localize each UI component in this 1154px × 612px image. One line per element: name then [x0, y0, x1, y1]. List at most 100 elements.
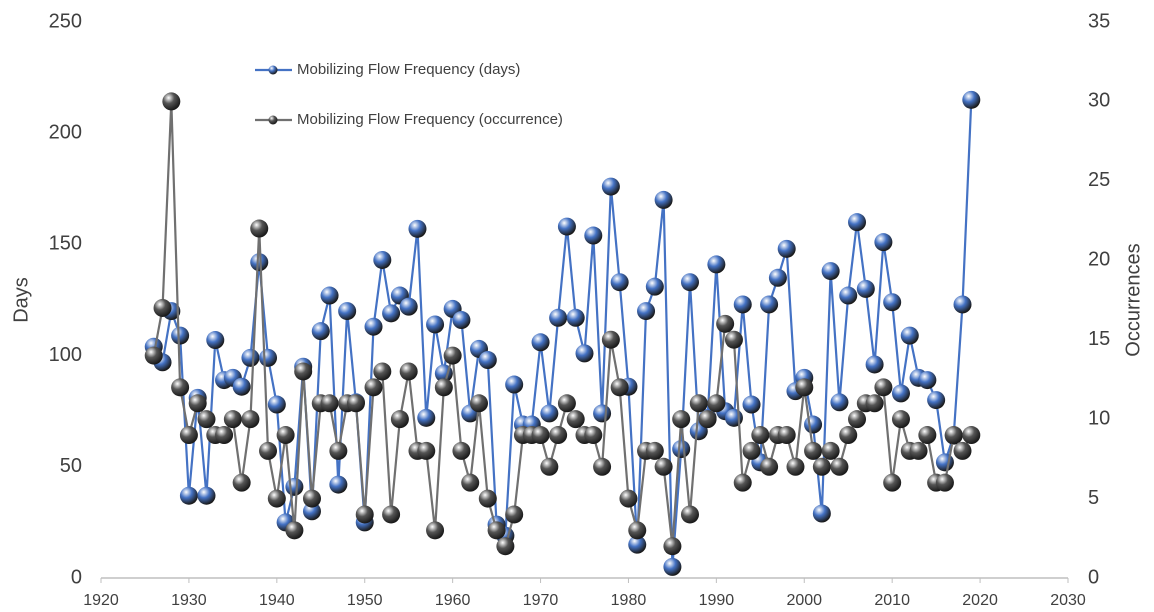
data-point [478, 489, 497, 508]
y2-tick-label: 10 [1088, 407, 1110, 429]
data-point [883, 473, 902, 492]
data-point [566, 308, 585, 327]
y-tick-label: 0 [71, 566, 82, 588]
data-point [171, 326, 190, 345]
data-point [461, 473, 480, 492]
data-point [795, 378, 814, 397]
x-tick-label: 1960 [435, 592, 471, 609]
x-tick-label: 2020 [962, 592, 998, 609]
data-point [452, 441, 471, 460]
data-point [751, 426, 770, 445]
data-point [865, 355, 884, 374]
data-point [487, 521, 506, 540]
data-point [839, 426, 858, 445]
data-point [373, 250, 392, 269]
data-point [768, 268, 787, 287]
data-point [215, 426, 234, 445]
data-point [663, 557, 682, 576]
data-point [848, 410, 867, 429]
data-point [197, 410, 216, 429]
data-point [232, 377, 251, 396]
data-point [259, 348, 278, 367]
data-point [918, 371, 937, 390]
y2-tick-label: 20 [1088, 249, 1110, 271]
data-point [452, 311, 471, 330]
data-point [338, 302, 357, 321]
data-point [329, 441, 348, 460]
data-point [355, 505, 374, 524]
data-point [672, 410, 691, 429]
data-point [250, 253, 269, 272]
data-point [821, 262, 840, 281]
data-point [716, 314, 735, 333]
data-point [874, 233, 893, 252]
data-point [733, 295, 752, 314]
data-point [302, 502, 321, 521]
data-point [874, 378, 893, 397]
data-point [680, 273, 699, 292]
data-point [267, 395, 286, 414]
data-point [865, 394, 884, 413]
data-point [426, 521, 445, 540]
data-point [373, 362, 392, 381]
data-point [496, 537, 515, 556]
y-axis-label: Days [10, 277, 32, 323]
data-point [364, 378, 383, 397]
legend-marker [268, 65, 278, 75]
data-point [241, 410, 260, 429]
data-point [610, 378, 629, 397]
data-point [883, 293, 902, 312]
data-point [232, 473, 251, 492]
data-point [346, 394, 365, 413]
data-point [962, 90, 981, 109]
data-point [628, 521, 647, 540]
data-point [707, 255, 726, 274]
data-point [962, 426, 981, 445]
data-point [786, 457, 805, 476]
y2-tick-label: 30 [1088, 90, 1110, 112]
data-point [733, 473, 752, 492]
data-point [540, 457, 559, 476]
data-point [188, 394, 207, 413]
data-point [197, 486, 216, 505]
data-point [909, 441, 928, 460]
data-point [593, 404, 612, 423]
data-point [302, 489, 321, 508]
data-point [382, 304, 401, 323]
data-point [628, 535, 647, 554]
data-point [557, 394, 576, 413]
data-point [417, 441, 436, 460]
data-point [689, 394, 708, 413]
data-point [812, 504, 831, 523]
data-point [619, 489, 638, 508]
data-point [891, 410, 910, 429]
data-point [144, 346, 163, 365]
series-line [152, 99, 973, 567]
data-point [777, 426, 796, 445]
x-tick-label: 2010 [874, 592, 910, 609]
data-point [408, 219, 427, 238]
data-point [830, 393, 849, 412]
legend-box [232, 52, 602, 138]
x-tick-label: 1950 [347, 592, 383, 609]
y2-tick-label: 5 [1088, 487, 1099, 509]
data-point [320, 286, 339, 305]
data-point [171, 378, 190, 397]
data-point [417, 408, 436, 427]
data-point [259, 441, 278, 460]
data-point [364, 317, 383, 336]
data-point [267, 489, 286, 508]
data-point [241, 348, 260, 367]
data-point [557, 217, 576, 236]
data-point [223, 410, 242, 429]
data-point [320, 394, 339, 413]
data-point [250, 219, 269, 238]
data-point [390, 410, 409, 429]
data-point [434, 378, 453, 397]
y2-tick-label: 15 [1088, 328, 1110, 350]
x-tick-label: 1940 [259, 592, 295, 609]
x-tick-label: 1980 [611, 592, 647, 609]
data-point [329, 475, 348, 494]
data-point [804, 415, 823, 434]
